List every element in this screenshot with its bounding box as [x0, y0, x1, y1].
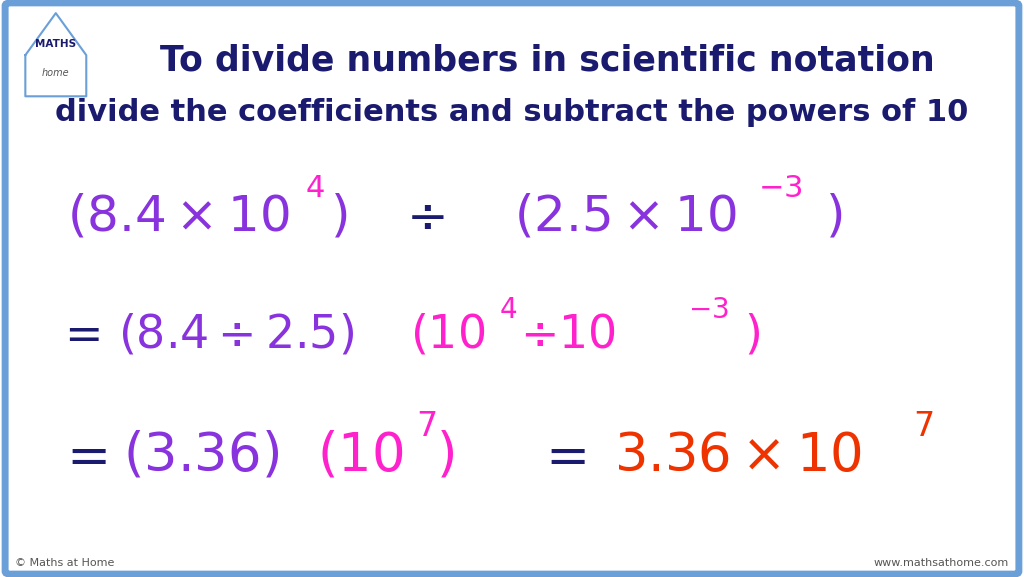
Text: $\div10$: $\div10$: [520, 312, 616, 357]
Text: $=$: $=$: [56, 430, 108, 482]
Text: www.mathsathome.com: www.mathsathome.com: [873, 557, 1009, 568]
Text: $)$: $)$: [825, 192, 843, 241]
Text: To divide numbers in scientific notation: To divide numbers in scientific notation: [161, 44, 935, 77]
Text: $-3$: $-3$: [688, 296, 729, 324]
Text: © Maths at Home: © Maths at Home: [15, 557, 115, 568]
Text: MATHS: MATHS: [35, 39, 77, 50]
Text: $=$: $=$: [56, 312, 101, 357]
Text: $-3$: $-3$: [758, 174, 803, 203]
Text: $4$: $4$: [305, 174, 325, 203]
Text: $=$: $=$: [535, 430, 586, 482]
Text: $7$: $7$: [416, 410, 436, 444]
Text: $(2.5\times10$: $(2.5\times10$: [514, 192, 736, 241]
Text: $(3.36)$: $(3.36)$: [123, 430, 279, 482]
Text: $)$: $)$: [330, 192, 347, 241]
Text: $(10$: $(10$: [410, 312, 484, 357]
Text: $(10$: $(10$: [317, 430, 403, 482]
Text: $7$: $7$: [913, 410, 934, 444]
Text: divide the coefficients and subtract the powers of 10: divide the coefficients and subtract the…: [55, 98, 969, 127]
Text: home: home: [42, 68, 70, 78]
Text: $3.36\times10$: $3.36\times10$: [614, 430, 862, 482]
Text: $4$: $4$: [499, 296, 517, 324]
FancyBboxPatch shape: [5, 3, 1019, 574]
Text: $)$: $)$: [744, 312, 761, 357]
Text: $)$: $)$: [436, 430, 455, 482]
Text: $\div$: $\div$: [406, 192, 444, 241]
Text: $(8.4\times10$: $(8.4\times10$: [67, 192, 289, 241]
Text: $(8.4\div2.5)$: $(8.4\div2.5)$: [118, 312, 354, 357]
